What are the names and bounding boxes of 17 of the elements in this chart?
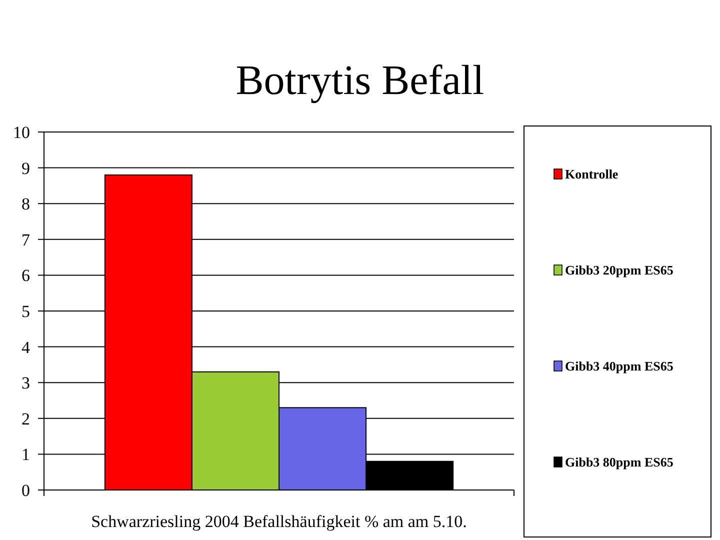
legend-label: Kontrolle bbox=[565, 166, 618, 182]
legend-label: Gibb3 80ppm ES65 bbox=[565, 454, 674, 470]
y-tick-label: 3 bbox=[22, 374, 30, 393]
y-tick-label: 6 bbox=[22, 266, 30, 286]
x-tick-label: Schwarzriesling 2004 Befallshäufigkeit % am am 5.10. bbox=[91, 512, 467, 531]
y-tick-label: 4 bbox=[22, 338, 30, 357]
legend-label: Gibb3 40ppm ES65 bbox=[565, 358, 674, 374]
y-tick-label: 5 bbox=[22, 302, 30, 321]
y-tick-label: 10 bbox=[13, 122, 30, 142]
y-tick-label: 1 bbox=[22, 445, 30, 464]
y-tick-label: 0 bbox=[22, 480, 30, 500]
y-tick-label: 7 bbox=[22, 230, 30, 250]
y-tick-label: 8 bbox=[22, 194, 30, 214]
y-tick-label: 9 bbox=[22, 158, 30, 178]
y-tick-label: 2 bbox=[22, 409, 30, 428]
legend-label: Gibb3 20ppm ES65 bbox=[565, 262, 674, 278]
chart-title: Botrytis Befall bbox=[236, 58, 484, 104]
